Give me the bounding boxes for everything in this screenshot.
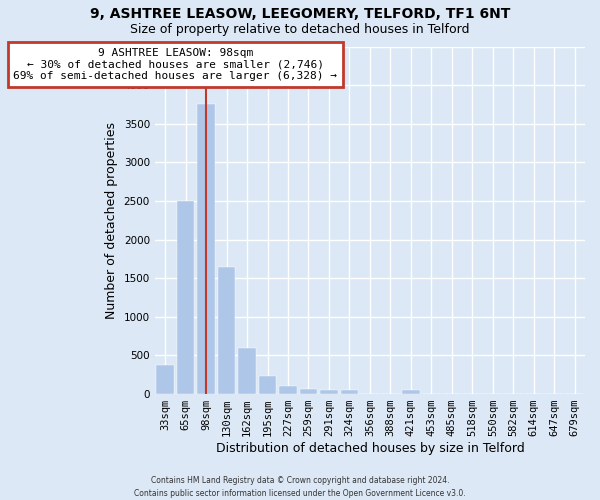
Text: Contains HM Land Registry data © Crown copyright and database right 2024.
Contai: Contains HM Land Registry data © Crown c… [134,476,466,498]
Bar [238,348,256,394]
Text: 9 ASHTREE LEASOW: 98sqm
← 30% of detached houses are smaller (2,746)
69% of semi: 9 ASHTREE LEASOW: 98sqm ← 30% of detache… [13,48,337,81]
Text: Size of property relative to detached houses in Telford: Size of property relative to detached ho… [130,22,470,36]
Bar [157,364,174,394]
Text: 9, ASHTREE LEASOW, LEEGOMERY, TELFORD, TF1 6NT: 9, ASHTREE LEASOW, LEEGOMERY, TELFORD, T… [90,8,510,22]
X-axis label: Distribution of detached houses by size in Telford: Distribution of detached houses by size … [215,442,524,455]
Bar [320,390,338,394]
Bar [300,390,317,394]
Y-axis label: Number of detached properties: Number of detached properties [105,122,118,319]
Bar [279,386,297,394]
Bar [218,266,235,394]
Bar [197,104,215,394]
Bar [177,201,194,394]
Bar [402,390,419,394]
Bar [341,390,358,394]
Bar [259,376,276,394]
